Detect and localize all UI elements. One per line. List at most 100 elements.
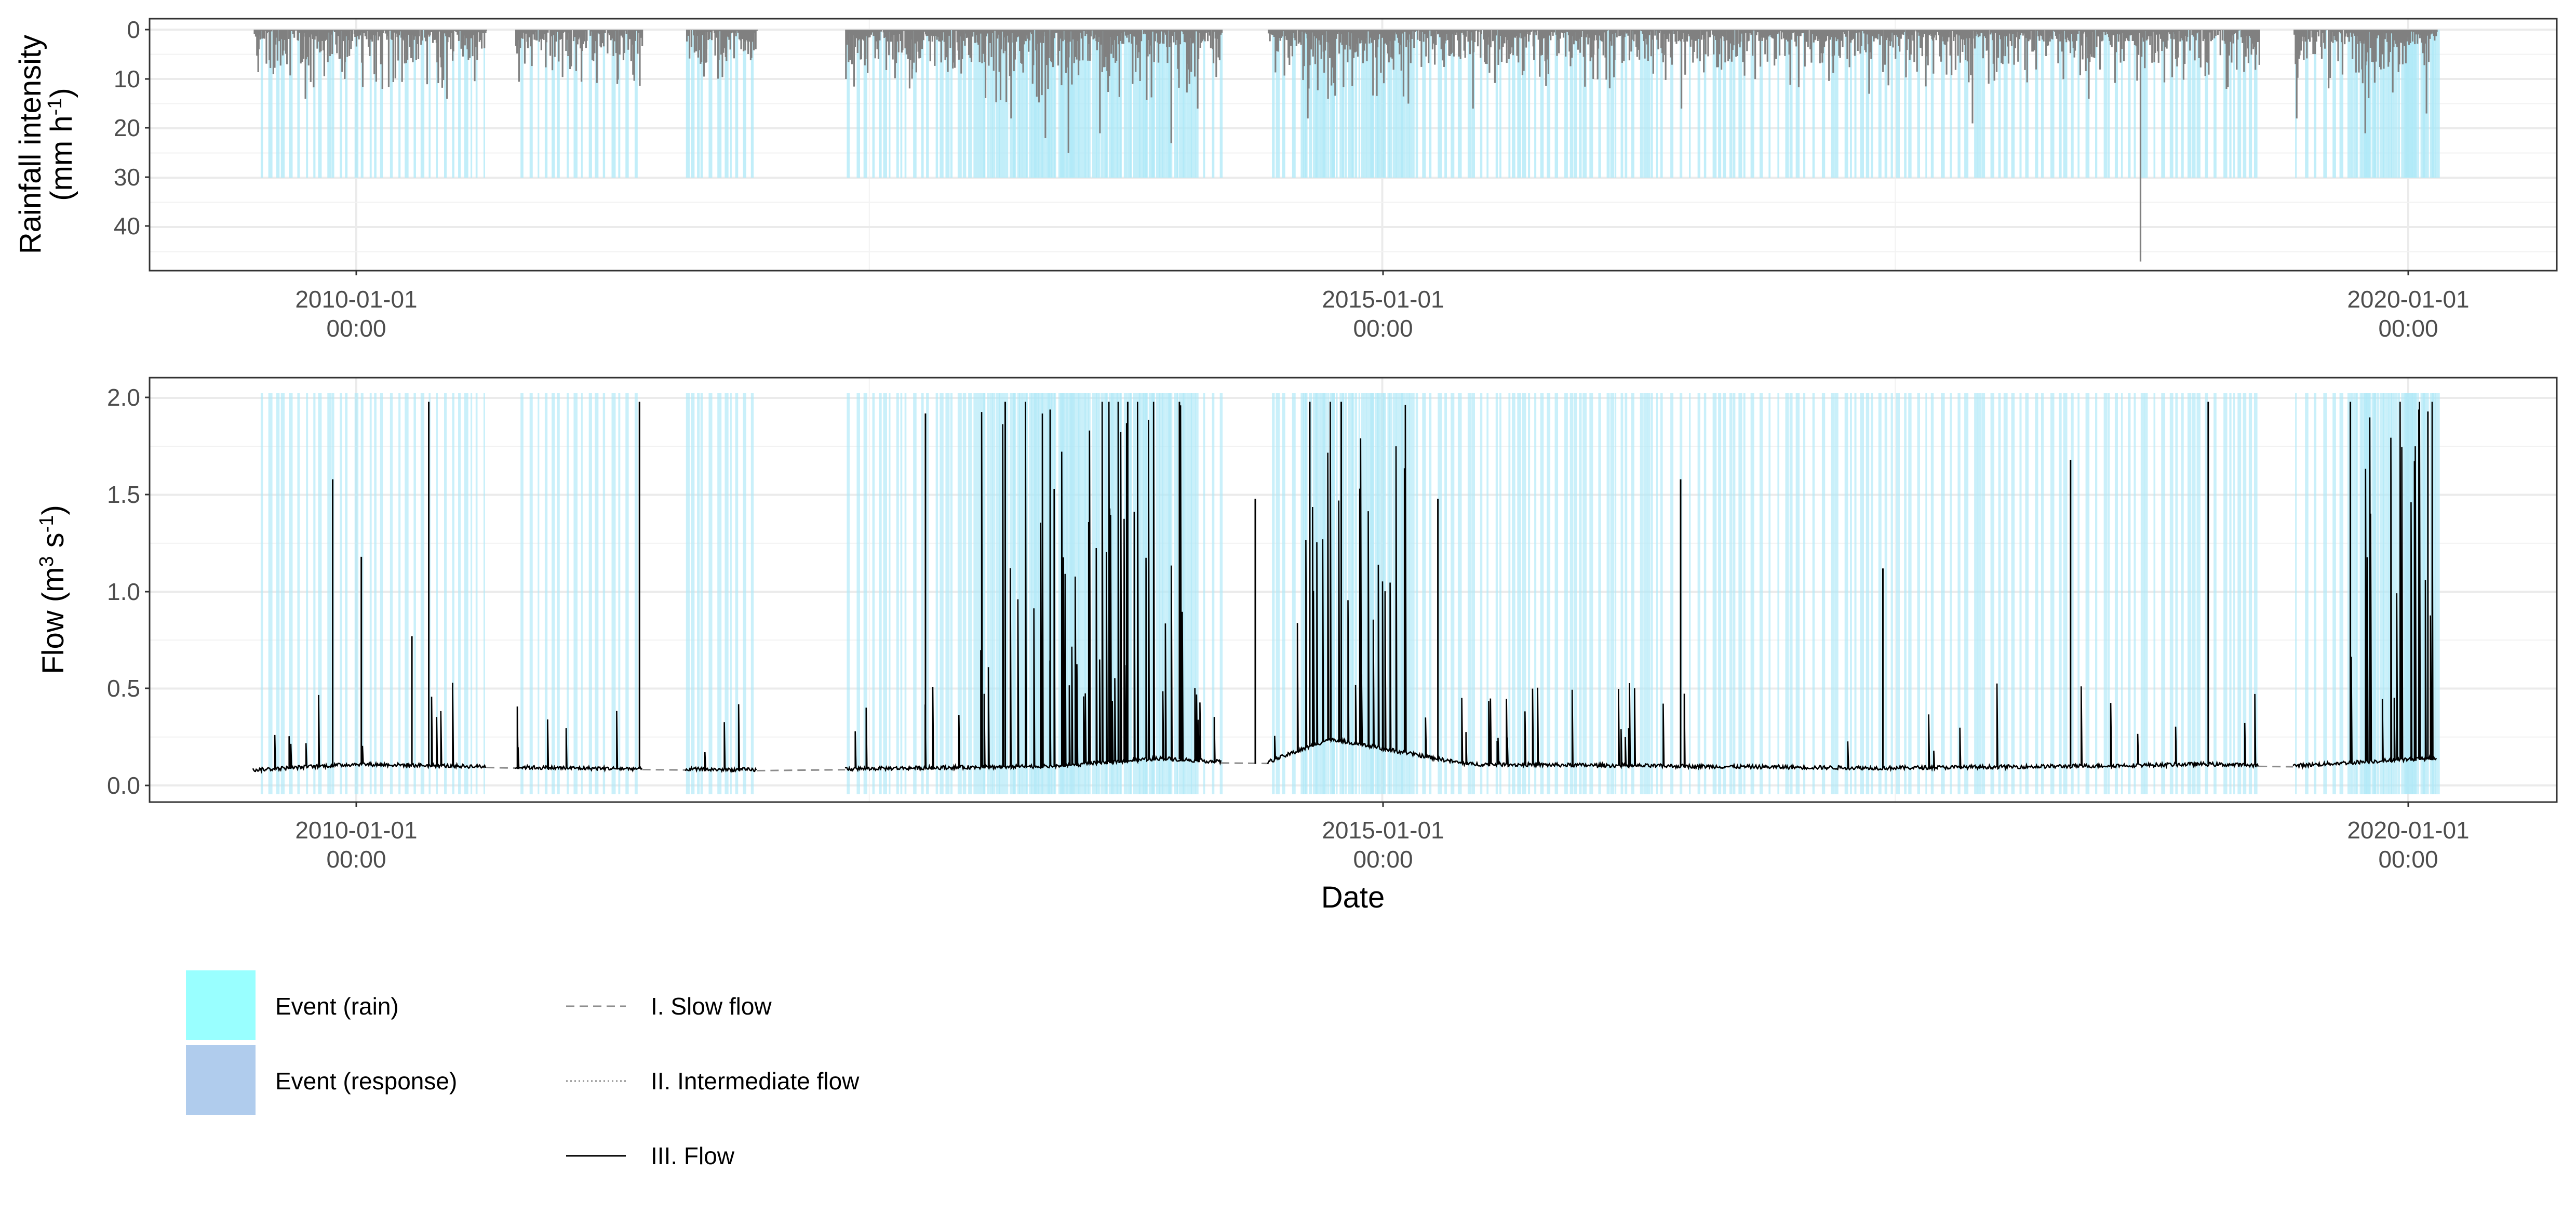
- rainfall-bar: [1863, 30, 1865, 34]
- rainfall-bar: [1429, 30, 1431, 31]
- rainfall-bar: [1768, 30, 1770, 37]
- rainfall-bar: [898, 30, 901, 34]
- response-event-band: [354, 393, 359, 794]
- rainfall-bar: [994, 30, 996, 31]
- rain-event-band: [398, 30, 401, 178]
- rainfall-bar: [733, 30, 735, 59]
- rain-event-band: [420, 30, 425, 178]
- rainfall-bar: [2070, 30, 2073, 34]
- rainfall-bar: [1811, 30, 1814, 34]
- rain-event-band: [2359, 30, 2363, 178]
- rainfall-bar: [429, 30, 431, 36]
- rain-event-band: [1615, 30, 1617, 178]
- rain-event-band: [289, 30, 293, 178]
- rainfall-bar: [2299, 30, 2301, 56]
- rainfall-bar: [1561, 30, 1564, 33]
- rainfall-bar: [2303, 30, 2305, 60]
- rainfall-bar: [1529, 30, 1531, 35]
- rainfall-bar: [2035, 30, 2037, 70]
- rainfall-bar: [747, 30, 749, 54]
- rainfall-bar: [2074, 30, 2076, 51]
- legend-label-flow: III. Flow: [651, 1142, 735, 1169]
- rainfall-bar: [2101, 30, 2103, 42]
- response-event-band: [1444, 393, 1447, 794]
- rainfall-bar: [1785, 30, 1788, 40]
- rainfall-bar: [989, 30, 991, 43]
- rainfall-bar: [1593, 30, 1595, 41]
- rainfall-bar: [1044, 30, 1046, 138]
- rainfall-bar: [1388, 30, 1390, 63]
- rainfall-bar: [2157, 30, 2159, 63]
- rainfall-bar: [1187, 30, 1189, 64]
- rainfall-bar: [1165, 30, 1167, 35]
- rainfall-bar: [721, 30, 723, 77]
- rainfall-bar: [567, 30, 569, 56]
- rainfall-bar: [1029, 30, 1032, 33]
- rainfall-bar: [2225, 30, 2228, 89]
- flow-x-tick-label: 2010-01-01: [295, 817, 417, 844]
- rainfall-bar: [1216, 30, 1218, 39]
- rainfall-bar: [346, 30, 348, 57]
- response-event-band: [1925, 393, 1927, 794]
- response-event-band: [1547, 393, 1551, 794]
- response-event-band: [1750, 393, 1754, 794]
- rainfall-bar: [1709, 30, 1711, 37]
- rainfall-bar: [450, 30, 453, 33]
- rainfall-bar: [2077, 30, 2079, 34]
- rainfall-bar: [2129, 30, 2131, 36]
- response-event-band: [2248, 393, 2252, 794]
- rainfall-y-tick-label: 40: [114, 212, 140, 239]
- rainfall-bar: [910, 30, 913, 40]
- rainfall-bar: [270, 30, 272, 68]
- rainfall-bar: [1309, 30, 1311, 65]
- rain-event-band: [989, 30, 993, 178]
- rainfall-bar: [1438, 30, 1440, 34]
- rain-event-band: [1598, 30, 1601, 178]
- rainfall-bar: [1140, 30, 1143, 42]
- rain-event-band: [2107, 30, 2110, 178]
- rainfall-bar: [1651, 30, 1653, 40]
- rainfall-bar: [1474, 30, 1477, 32]
- rainfall-bar: [1463, 30, 1465, 51]
- rain-event-band: [1327, 30, 1330, 178]
- rainfall-bar: [1659, 30, 1661, 31]
- response-event-band: [973, 393, 977, 794]
- rainfall-bar: [570, 30, 572, 66]
- rainfall-bar: [288, 30, 290, 39]
- rainfall-bar: [321, 30, 323, 41]
- rainfall-bar: [2412, 30, 2414, 32]
- rainfall-bar: [446, 30, 448, 99]
- rainfall-bar: [1985, 30, 1988, 51]
- rainfall-bar: [1692, 30, 1694, 63]
- response-event-band: [2295, 393, 2297, 794]
- rainfall-bar: [1502, 30, 1504, 47]
- rainfall-bar: [1604, 30, 1606, 58]
- rainfall-bar: [459, 30, 461, 31]
- rainfall-bar: [1391, 30, 1393, 59]
- rainfall-bar: [1643, 30, 1645, 42]
- rain-event-band: [999, 30, 1002, 178]
- rainfall-bar: [1730, 30, 1733, 62]
- rain-event-band: [2347, 30, 2353, 178]
- rain-event-band: [1272, 30, 1275, 178]
- rainfall-bar: [1923, 30, 1926, 34]
- rainfall-bar: [1980, 30, 1982, 33]
- rain-event-band: [1187, 30, 1192, 178]
- rainfall-bar: [280, 30, 283, 39]
- response-event-band: [1703, 393, 1707, 794]
- response-event-band: [1647, 393, 1650, 794]
- rainfall-bar: [2033, 30, 2035, 50]
- rainfall-bar: [1824, 30, 1827, 42]
- rain-event-band: [405, 30, 409, 178]
- response-event-band: [374, 393, 377, 794]
- rainfall-bar: [1864, 30, 1866, 50]
- rain-event-band: [1317, 30, 1322, 178]
- rainfall-bar: [1200, 30, 1202, 43]
- rainfall-bar: [1609, 30, 1612, 42]
- rainfall-bar: [895, 30, 897, 63]
- rainfall-bar: [600, 30, 602, 48]
- rainfall-bar: [1304, 30, 1306, 33]
- rainfall-bar: [1667, 30, 1669, 36]
- rainfall-bar: [2211, 30, 2213, 40]
- rainfall-bar: [2227, 30, 2229, 87]
